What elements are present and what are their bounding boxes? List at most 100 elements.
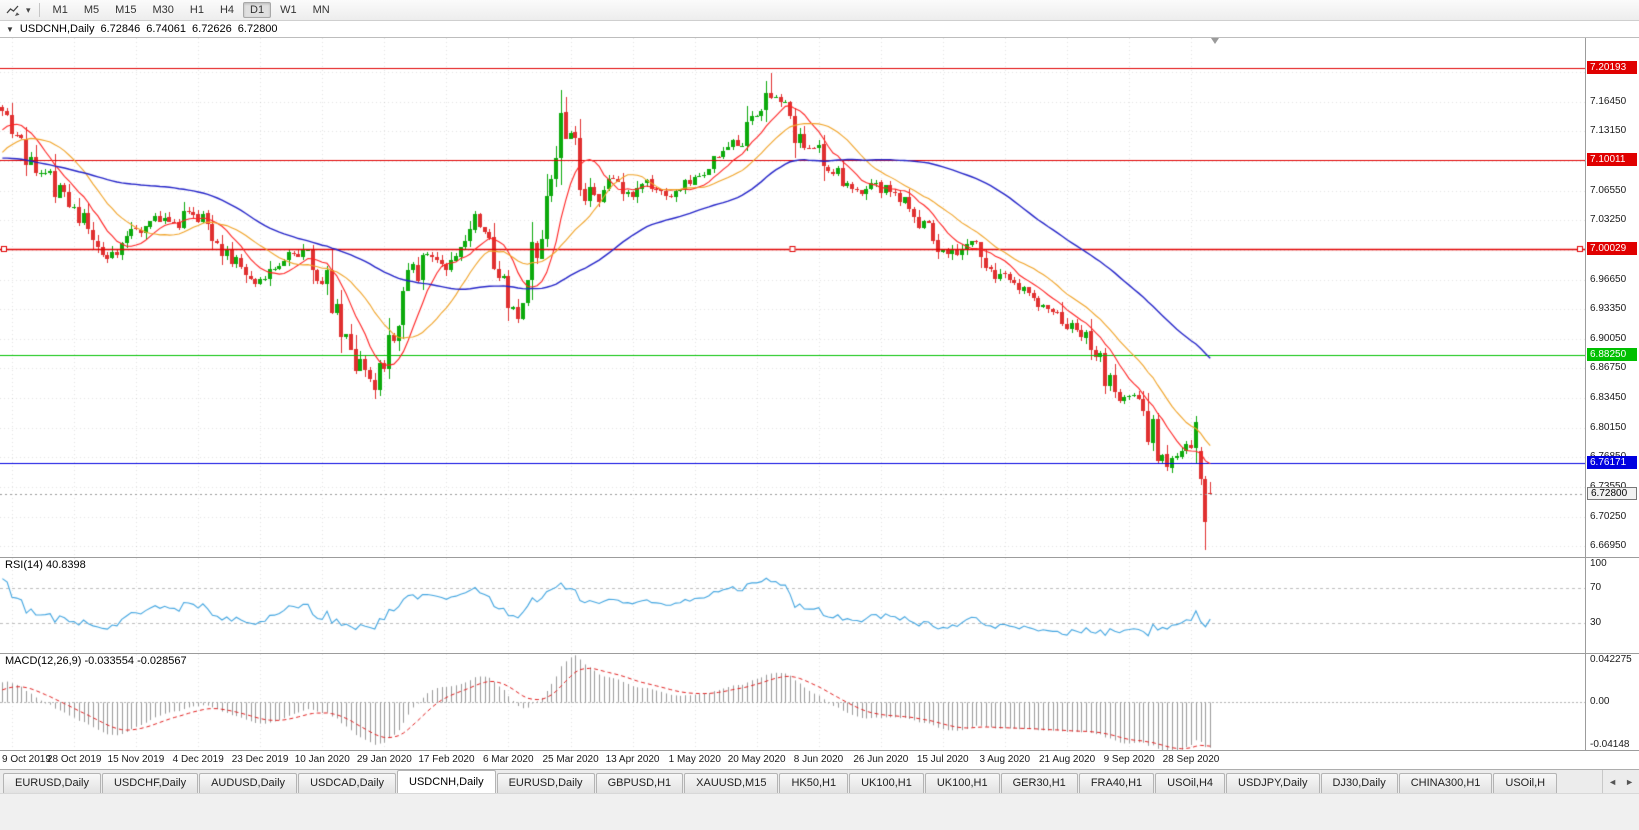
chart-tab-hk50-h1[interactable]: HK50,H1 (779, 773, 849, 793)
chart-tab-usoil-h[interactable]: USOil,H (1493, 773, 1558, 793)
timeframe-button-m1[interactable]: M1 (52, 4, 68, 16)
price-tick-label: 6.66950 (1590, 540, 1627, 552)
date-tick-label: 9 Oct 2019 (2, 754, 51, 765)
price-level-tag: 7.20193 (1587, 61, 1637, 75)
timeframe-button-m5[interactable]: M5 (83, 4, 100, 16)
chart-dropdown-caret[interactable]: ▾ (26, 4, 31, 15)
ohlc-close: 6.72800 (237, 23, 278, 35)
chart-tab-usdchf-daily[interactable]: USDCHF,Daily (101, 773, 199, 793)
chart-tab-gbpusd-h1[interactable]: GBPUSD,H1 (595, 773, 684, 793)
chart-tabs-bar: EURUSD,Daily USDCHF,Daily AUDUSD,Daily USDC… (0, 769, 1639, 793)
date-tick-label: 21 Aug 2020 (1039, 754, 1096, 765)
chart-tab-eurusd-daily[interactable]: EURUSD,Daily (3, 773, 101, 793)
timeframe-button-h1[interactable]: H1 (189, 4, 204, 16)
date-tick-label: 20 May 2020 (727, 754, 786, 765)
chart-tab-audusd-daily[interactable]: AUDUSD,Daily (199, 773, 298, 793)
chart-tab-usdcad-daily[interactable]: USDCAD,Daily (298, 773, 397, 793)
chart-tab-dj30-daily[interactable]: DJ30,Daily (1320, 773, 1398, 793)
tab-scroll-arrows: ◄ ► (1602, 770, 1639, 793)
price-tick-label: 6.90050 (1590, 332, 1627, 344)
chart-tab-china300-h1[interactable]: CHINA300,H1 (1398, 773, 1493, 793)
date-tick-label: 28 Sep 2020 (1162, 754, 1220, 765)
date-tick-label: 15 Nov 2019 (107, 754, 165, 765)
date-tick-label: 6 Mar 2020 (482, 754, 534, 765)
macd-axis[interactable]: 0.042275 0.00 -0.04148 (1585, 654, 1639, 750)
timeframe-button-w1[interactable]: W1 (280, 4, 297, 16)
rsi-level-label: 30 (1590, 616, 1602, 628)
one-click-collapse-icon[interactable]: ▼ (6, 24, 14, 34)
macd-panel: MACD(12,26,9) -0.033554 -0.028567 0.0422… (0, 654, 1639, 751)
price-tick-label: 6.70250 (1590, 510, 1627, 522)
macd-axis-label: -0.04148 (1590, 739, 1630, 750)
price-level-tag: 6.88250 (1587, 347, 1637, 361)
current-price-tag: 6.72800 (1587, 486, 1637, 500)
price-tick-label: 6.83450 (1590, 392, 1627, 404)
chart-tab-usdcnh-daily[interactable]: USDCNH,Daily (397, 770, 496, 793)
date-tick-label: 23 Dec 2019 (231, 754, 289, 765)
price-tick-label: 7.03250 (1590, 214, 1627, 226)
price-tick-label: 6.73550 (1590, 481, 1626, 493)
chart-tab-uk100-h1[interactable]: UK100,H1 (924, 773, 1000, 793)
timeframe-buttons: M1 M5 M15 M30 H1 H4 D1 W1 MN (45, 2, 338, 18)
date-tick-label: 10 Jan 2020 (294, 754, 350, 765)
price-tick-label: 6.80150 (1590, 421, 1627, 433)
chart-tab-usdjpy-daily[interactable]: USDJPY,Daily (1226, 773, 1320, 793)
price-tick-label: 7.13150 (1590, 125, 1627, 137)
chart-shift-marker[interactable] (1211, 38, 1219, 44)
price-level-tag: 7.00029 (1587, 242, 1637, 256)
price-chart-canvas[interactable] (0, 38, 1585, 557)
rsi-level-label: 100 (1590, 558, 1607, 569)
timeframe-button-h4[interactable]: H4 (219, 4, 235, 16)
timeframe-button-m15[interactable]: M15 (115, 4, 137, 16)
price-level-tag: 6.76171 (1587, 456, 1637, 470)
macd-indicator-label: MACD(12,26,9) -0.033554 -0.028567 (5, 655, 187, 667)
tab-scroll-left-button[interactable]: ◄ (1608, 776, 1618, 787)
timeframe-button-m30[interactable]: M30 (152, 4, 174, 16)
date-tick-label: 28 Oct 2019 (46, 754, 102, 765)
price-tick-label: 6.96650 (1590, 273, 1627, 285)
rsi-axis[interactable]: 100 70 30 (1585, 558, 1639, 653)
status-bar (0, 793, 1639, 830)
chart-title-bar: ▼ USDCNH,Daily 6.72846 6.74061 6.72626 6… (0, 21, 1639, 38)
chart-tab-fra40-h1[interactable]: FRA40,H1 (1078, 773, 1155, 793)
tab-scroll-right-button[interactable]: ► (1625, 776, 1634, 787)
rsi-panel: RSI(14) 40.8398 100 70 30 (0, 558, 1639, 654)
chart-tabs: EURUSD,Daily USDCHF,Daily AUDUSD,Daily USDC… (3, 770, 1558, 793)
macd-axis-label: 0.00 (1590, 696, 1610, 708)
date-tick-label: 26 Jun 2020 (853, 754, 909, 765)
main-price-panel: 6.669506.702506.735506.768506.801506.834… (0, 38, 1639, 558)
toolbar-separator (38, 3, 40, 17)
chart-window: ▼ USDCNH,Daily 6.72846 6.74061 6.72626 6… (0, 21, 1639, 769)
chart-tab-usoil-h4[interactable]: USOil,H4 (1155, 773, 1226, 793)
chart-tab-ger30-h1[interactable]: GER30,H1 (1000, 773, 1078, 793)
rsi-indicator-label: RSI(14) 40.8398 (5, 559, 86, 571)
date-tick-label: 17 Feb 2020 (418, 754, 475, 765)
chart-tab-xauusd-m15[interactable]: XAUUSD,M15 (684, 773, 779, 793)
rsi-level-label: 70 (1590, 582, 1602, 594)
chart-cursor-icon[interactable] (4, 4, 23, 17)
price-axis[interactable]: 6.669506.702506.735506.768506.801506.834… (1585, 38, 1639, 557)
date-tick-label: 1 May 2020 (668, 754, 721, 765)
timeframe-button-d1[interactable]: D1 (243, 2, 272, 18)
timeframe-button-mn[interactable]: MN (312, 4, 330, 16)
time-axis[interactable]: 9 Oct 2019 28 Oct 2019 15 Nov 2019 4 Dec 20… (0, 751, 1585, 769)
price-tick-label: 6.86750 (1590, 362, 1627, 374)
chart-symbol-period: USDCNH,Daily (19, 23, 95, 35)
date-tick-label: 29 Jan 2020 (356, 754, 412, 765)
macd-axis-label: 0.042275 (1590, 654, 1632, 665)
rsi-chart-canvas[interactable] (0, 558, 1585, 653)
date-tick-label: 13 Apr 2020 (605, 754, 660, 765)
date-tick-label: 15 Jul 2020 (916, 754, 969, 765)
macd-chart-canvas[interactable] (0, 654, 1585, 750)
chart-tab-uk100-h1[interactable]: UK100,H1 (849, 773, 924, 793)
ohlc-low: 6.72626 (192, 23, 232, 35)
price-tick-label: 7.16450 (1590, 95, 1627, 107)
price-tick-label: 6.93350 (1590, 303, 1627, 315)
price-tick-label: 7.06550 (1590, 184, 1627, 196)
date-tick-label: 8 Jun 2020 (793, 754, 844, 765)
chart-tab-eurusd-daily[interactable]: EURUSD,Daily (496, 773, 595, 793)
date-tick-label: 9 Sep 2020 (1103, 754, 1155, 765)
ohlc-high: 6.74061 (146, 23, 187, 35)
ohlc-open: 6.72846 (100, 23, 141, 35)
